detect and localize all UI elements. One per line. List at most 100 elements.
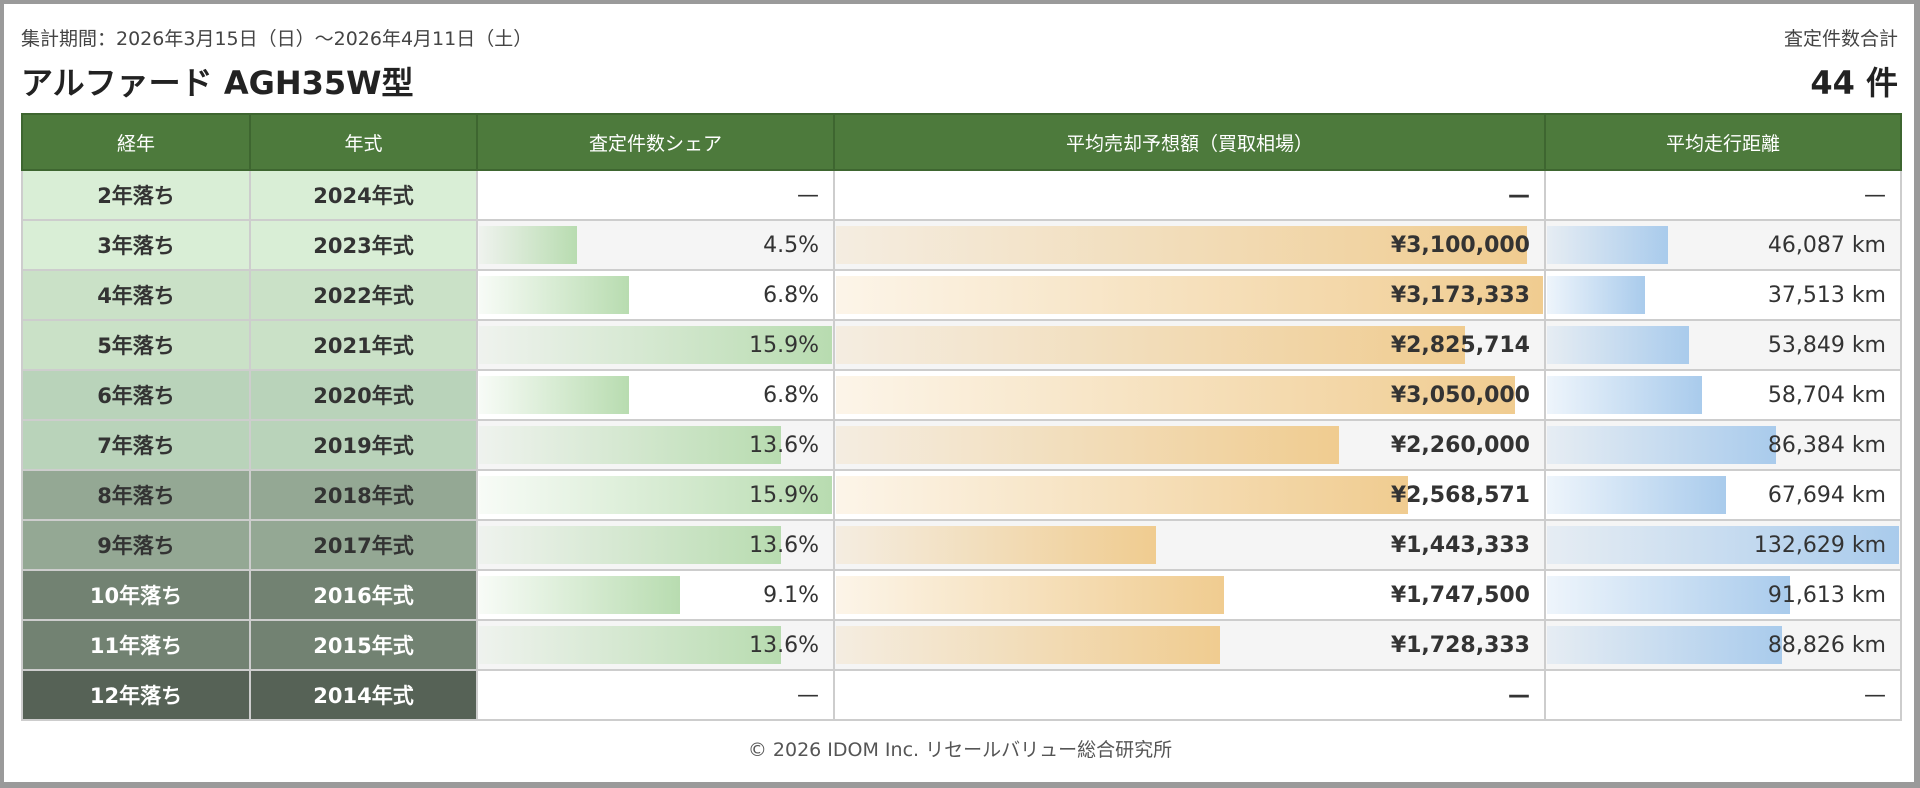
year-cell-value: 2021年式 (313, 334, 414, 358)
share-cell-bar (479, 526, 781, 564)
share-cell: 9.1% (476, 569, 835, 621)
mileage-cell: — (1544, 669, 1902, 721)
age-cell: 2年落ち (21, 169, 251, 221)
share-cell: 13.6% (476, 419, 835, 471)
year-cell-value: 2019年式 (313, 434, 414, 458)
mileage-cell-value: 88,826 km (1767, 632, 1886, 658)
mileage-cell: 132,629 km (1544, 519, 1902, 571)
year-cell: 2024年式 (249, 169, 478, 221)
price-cell-bar (836, 426, 1339, 464)
share-cell: 15.9% (476, 469, 835, 521)
age-cell: 6年落ち (21, 369, 251, 421)
table-row: 8年落ち 2018年式 15.9% ¥2,568,571 67,694 km (21, 469, 1902, 521)
col-price: 平均売却予想額（買取相場） (833, 113, 1546, 171)
year-cell-value: 2020年式 (313, 384, 414, 408)
col-mileage: 平均走行距離 (1544, 113, 1902, 171)
share-cell-value: — (797, 182, 819, 208)
period-label: 集計期間：2026年3月15日（日）〜2026年4月11日（土） (21, 28, 533, 50)
share-cell-value: 6.8% (763, 282, 819, 308)
share-cell-bar (479, 426, 781, 464)
year-cell: 2015年式 (249, 619, 478, 671)
mileage-cell-value: 53,849 km (1767, 332, 1886, 358)
copyright: © 2026 IDOM Inc. リセールバリュー総合研究所 (747, 739, 1173, 761)
share-cell: — (476, 669, 835, 721)
year-cell: 2016年式 (249, 569, 478, 621)
age-cell: 10年落ち (21, 569, 251, 621)
share-cell-bar (479, 626, 781, 664)
year-cell-value: 2014年式 (313, 684, 414, 708)
price-cell-value: — (1508, 682, 1530, 708)
share-cell-value: 15.9% (749, 332, 819, 358)
mileage-cell-value: 91,613 km (1767, 582, 1886, 608)
year-cell-value: 2024年式 (313, 184, 414, 208)
price-cell-value: ¥1,443,333 (1390, 532, 1530, 558)
year-cell: 2014年式 (249, 669, 478, 721)
price-cell-bar (836, 476, 1408, 514)
table-header: 経年 年式 査定件数シェア 平均売却予想額（買取相場） 平均走行距離 (21, 113, 1902, 171)
price-cell-bar (836, 226, 1527, 264)
col-year: 年式 (249, 113, 478, 171)
price-cell-value: ¥2,260,000 (1390, 432, 1530, 458)
price-cell-value: ¥3,173,333 (1390, 282, 1530, 308)
mileage-cell: 88,826 km (1544, 619, 1902, 671)
age-cell: 12年落ち (21, 669, 251, 721)
year-cell: 2022年式 (249, 269, 478, 321)
year-cell-value: 2015年式 (313, 634, 414, 658)
share-cell: 4.5% (476, 219, 835, 271)
share-cell: 13.6% (476, 519, 835, 571)
age-cell: 3年落ち (21, 219, 251, 271)
mileage-cell-bar (1547, 226, 1668, 264)
price-cell-value: — (1508, 182, 1530, 208)
price-cell: ¥2,825,714 (833, 319, 1546, 371)
price-cell: — (833, 669, 1546, 721)
share-cell-value: 9.1% (763, 582, 819, 608)
age-cell-value: 10年落ち (89, 584, 183, 608)
price-cell-value: ¥1,747,500 (1390, 582, 1530, 608)
age-cell-value: 4年落ち (97, 284, 175, 308)
year-cell-value: 2017年式 (313, 534, 414, 558)
mileage-cell: 86,384 km (1544, 419, 1902, 471)
mileage-cell-value: 37,513 km (1767, 282, 1886, 308)
total-count: 44 件 (1810, 64, 1898, 102)
price-cell-bar (836, 326, 1466, 364)
age-cell-value: 12年落ち (89, 684, 183, 708)
price-cell-value: ¥2,825,714 (1390, 332, 1530, 358)
price-cell-bar (836, 576, 1225, 614)
mileage-cell-bar (1547, 476, 1726, 514)
share-cell: 13.6% (476, 619, 835, 671)
mileage-cell: 53,849 km (1544, 319, 1902, 371)
age-cell-value: 6年落ち (97, 384, 175, 408)
price-cell: — (833, 169, 1546, 221)
year-cell: 2020年式 (249, 369, 478, 421)
mileage-cell-value: 58,704 km (1767, 382, 1886, 408)
price-cell: ¥3,100,000 (833, 219, 1546, 271)
table-row: 3年落ち 2023年式 4.5% ¥3,100,000 46,087 km (21, 219, 1902, 271)
total-label: 査定件数合計 (1783, 28, 1898, 50)
table-row: 7年落ち 2019年式 13.6% ¥2,260,000 86,384 km (21, 419, 1902, 471)
price-cell: ¥2,568,571 (833, 469, 1546, 521)
mileage-cell-value: 67,694 km (1767, 482, 1886, 508)
table-row: 4年落ち 2022年式 6.8% ¥3,173,333 37,513 km (21, 269, 1902, 321)
mileage-cell-value: — (1864, 182, 1886, 208)
age-cell: 7年落ち (21, 419, 251, 471)
mileage-cell-bar (1547, 426, 1776, 464)
table-row: 9年落ち 2017年式 13.6% ¥1,443,333 132,629 km (21, 519, 1902, 571)
share-cell: — (476, 169, 835, 221)
age-cell-value: 5年落ち (97, 334, 175, 358)
price-cell-bar (836, 376, 1516, 414)
share-cell-bar (479, 476, 832, 514)
year-cell-value: 2016年式 (313, 584, 414, 608)
share-cell: 6.8% (476, 369, 835, 421)
mileage-cell: 91,613 km (1544, 569, 1902, 621)
year-cell-value: 2023年式 (313, 234, 414, 258)
share-cell: 6.8% (476, 269, 835, 321)
share-cell: 15.9% (476, 319, 835, 371)
mileage-cell: 46,087 km (1544, 219, 1902, 271)
share-cell-value: 13.6% (749, 432, 819, 458)
price-cell-bar (836, 526, 1157, 564)
price-cell: ¥3,050,000 (833, 369, 1546, 421)
age-cell: 8年落ち (21, 469, 251, 521)
page-title: アルファード AGH35W型 (21, 64, 414, 102)
mileage-cell-bar (1547, 526, 1899, 564)
share-cell-value: 6.8% (763, 382, 819, 408)
